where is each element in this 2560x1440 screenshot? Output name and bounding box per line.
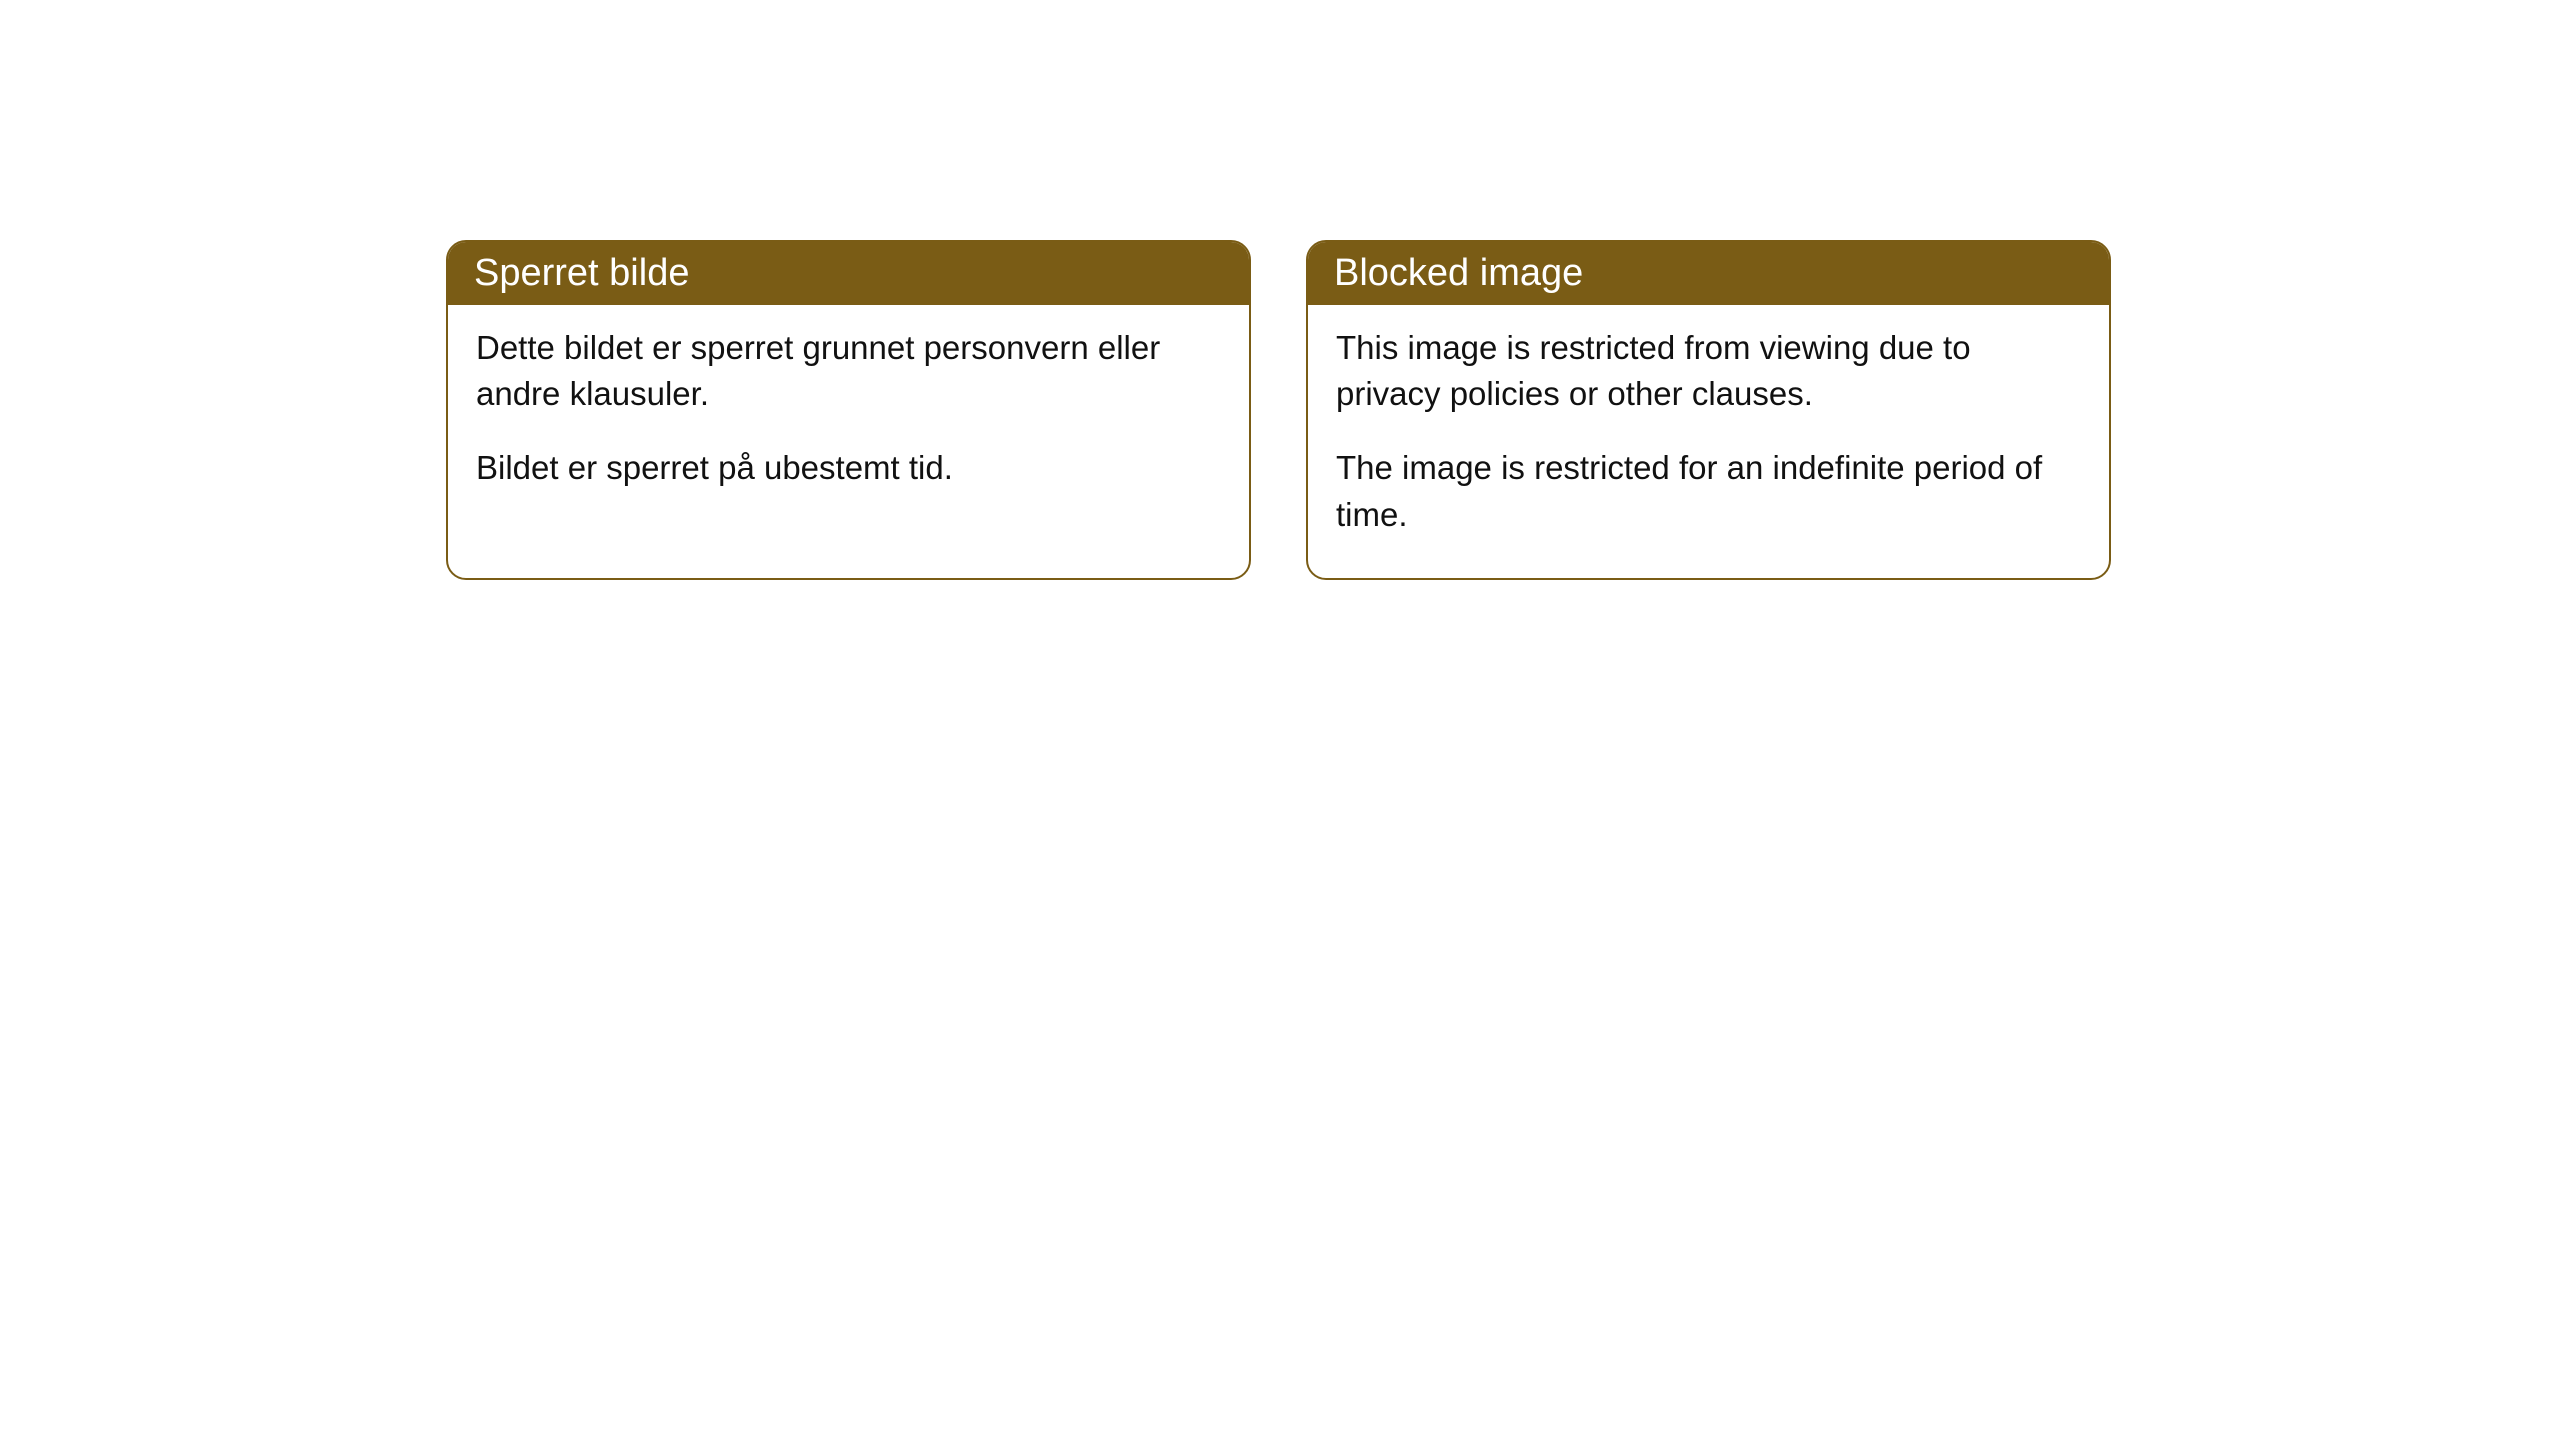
card-para1-no: Dette bildet er sperret grunnet personve… bbox=[476, 325, 1221, 417]
blocked-image-card-en: Blocked image This image is restricted f… bbox=[1306, 240, 2111, 580]
card-para2-no: Bildet er sperret på ubestemt tid. bbox=[476, 445, 1221, 491]
card-para2-en: The image is restricted for an indefinit… bbox=[1336, 445, 2081, 537]
card-header-no: Sperret bilde bbox=[448, 242, 1249, 305]
card-para1-en: This image is restricted from viewing du… bbox=[1336, 325, 2081, 417]
card-body-no: Dette bildet er sperret grunnet personve… bbox=[448, 305, 1249, 532]
card-title-no: Sperret bilde bbox=[474, 252, 689, 294]
card-title-en: Blocked image bbox=[1334, 252, 1583, 294]
card-header-en: Blocked image bbox=[1308, 242, 2109, 305]
cards-container: Sperret bilde Dette bildet er sperret gr… bbox=[446, 240, 2111, 580]
blocked-image-card-no: Sperret bilde Dette bildet er sperret gr… bbox=[446, 240, 1251, 580]
card-body-en: This image is restricted from viewing du… bbox=[1308, 305, 2109, 578]
